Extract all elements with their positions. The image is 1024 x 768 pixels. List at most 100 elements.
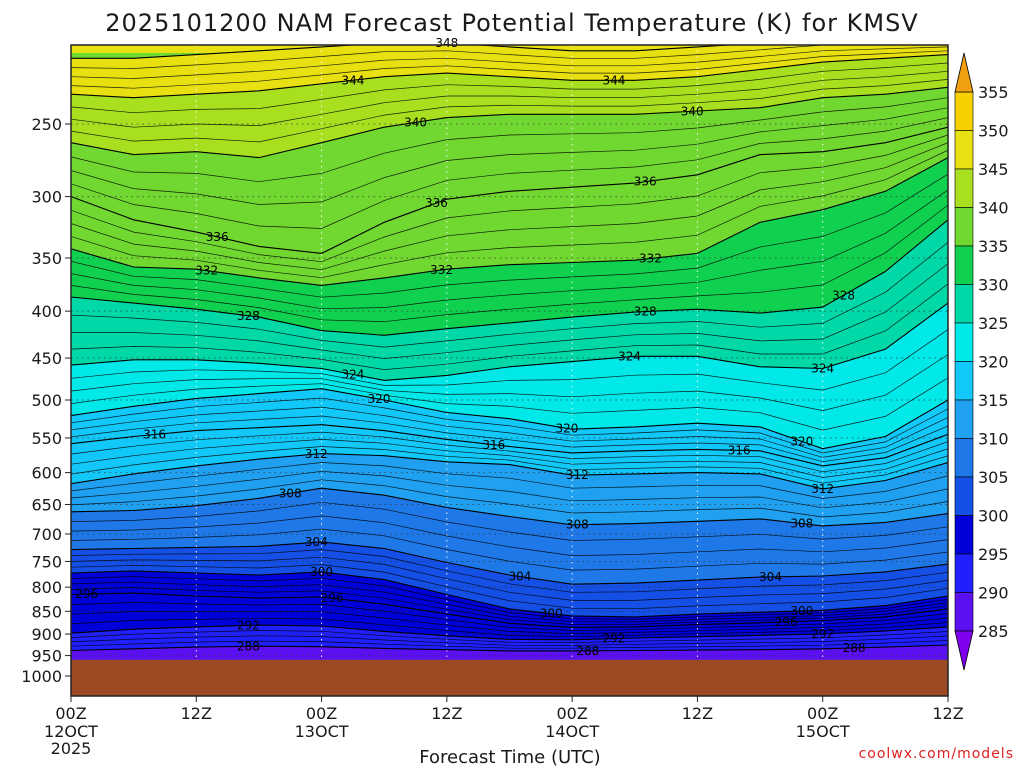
colorbar-label-310: 310: [978, 430, 1009, 449]
contour-line-341: [71, 79, 948, 143]
contour-line-301: [71, 564, 948, 610]
contour-line-322: [71, 354, 948, 411]
contour-line-308: [71, 487, 948, 527]
contour-label-292: 292: [811, 627, 834, 641]
colorbar-band-320: [954, 322, 974, 362]
contour-line-324: [71, 302, 948, 381]
y-tick-label-850: 850: [31, 602, 62, 621]
band-top: [71, 45, 948, 53]
contour-line-343: [71, 62, 948, 114]
contour-line-335: [71, 134, 948, 263]
contour-label-328: 328: [634, 305, 657, 319]
colorbar-band-335: [954, 207, 974, 247]
x-tick-label-36: 12Z: [431, 704, 462, 723]
contour-line-342: [71, 70, 948, 128]
contour-line-344: [71, 54, 948, 99]
colorbar-band-350: [954, 91, 974, 131]
x-tick-label-72: 00Z: [807, 704, 838, 723]
y-tick-label-600: 600: [31, 464, 62, 483]
x-tick-label-60: 12Z: [682, 704, 713, 723]
colorbar-band-325: [954, 284, 974, 324]
contour-line-330: [71, 189, 948, 310]
contour-line-345: [71, 50, 948, 89]
gridlines: [71, 45, 948, 696]
colorbar-label-340: 340: [978, 199, 1009, 218]
contour-line-327: [71, 242, 948, 348]
contour-label-296: 296: [75, 587, 98, 601]
contour-line-289: [71, 640, 948, 649]
contour-line-299: [71, 576, 948, 620]
y-axis: 250 300 350 400 450 500 550 600 650 700 750 800 850 9…: [21, 115, 71, 686]
contour-label-292: 292: [237, 618, 260, 632]
contour-label-312: 312: [566, 468, 589, 482]
contour-line-312: [71, 453, 948, 490]
contour-line-292: [71, 624, 948, 641]
contour-line-315: [71, 431, 948, 473]
contour-label-344: 344: [602, 73, 625, 87]
y-tick-label-750: 750: [31, 552, 62, 571]
contour-label-320: 320: [555, 421, 578, 435]
x-tick-label-12: 12Z: [181, 704, 212, 723]
contour-line-348: [71, 45, 737, 59]
y-tick-label-700: 700: [31, 525, 62, 544]
contour-label-316: 316: [728, 443, 751, 457]
colorbar-band-310: [954, 399, 974, 439]
colorbar-band-330: [954, 245, 974, 285]
contour-label-304: 304: [759, 570, 782, 584]
contour-line-307: [71, 501, 948, 541]
contour-label-308: 308: [279, 486, 302, 500]
contour-line-294: [71, 611, 948, 634]
colorbar-band-285: [954, 592, 974, 632]
contour-label-300: 300: [310, 565, 333, 579]
contour-line-303: [71, 549, 948, 593]
colorbar-top-arrow: [954, 52, 974, 93]
contour-line-290: [71, 635, 948, 646]
y-tick-label-500: 500: [31, 391, 62, 410]
contour-label-332: 332: [639, 252, 662, 266]
y-tick-label-1000: 1000: [21, 667, 62, 686]
x-date-label-24: 13OCT: [295, 722, 349, 741]
contour-label-308: 308: [566, 518, 589, 532]
y-tick-label-300: 300: [31, 188, 62, 207]
filled-contours: [71, 45, 948, 696]
contour-line-313: [71, 446, 948, 484]
colorbar-band-290: [954, 553, 974, 593]
contour-label-340: 340: [681, 104, 704, 118]
x-date-label-48: 14OCT: [545, 722, 599, 741]
contour-line-296: [71, 592, 948, 628]
contour-label-296: 296: [321, 591, 344, 605]
contour-label-336: 336: [425, 196, 448, 210]
colorbar-band-345: [954, 130, 974, 170]
contour-label-312: 312: [811, 482, 834, 496]
contour-line-288: [71, 644, 948, 652]
contour-label-296: 296: [775, 615, 798, 629]
colorbar-label-290: 290: [978, 584, 1009, 603]
x-date-label-0: 12OCT: [44, 722, 98, 741]
contour-label-332: 332: [430, 263, 453, 277]
colorbar-band-300: [954, 476, 974, 516]
colorbar-label-295: 295: [978, 545, 1009, 564]
x-date-label-72: 15OCT: [796, 722, 850, 741]
contour-label-304: 304: [508, 570, 531, 584]
contour-line-310: [71, 470, 948, 509]
y-tick-label-950: 950: [31, 647, 62, 666]
contour-label-348: 348: [435, 36, 458, 50]
x-tick-label-24: 00Z: [306, 704, 337, 723]
contour-label-324: 324: [341, 368, 364, 382]
contour-label-304: 304: [305, 535, 328, 549]
contour-line-291: [71, 630, 948, 643]
contour-line-318: [71, 406, 948, 458]
contour-label-288: 288: [843, 641, 866, 655]
contour-label-336: 336: [634, 175, 657, 189]
contour-label-320: 320: [790, 435, 813, 449]
x-year-label: 2025: [51, 739, 92, 758]
contour-label-288: 288: [237, 639, 260, 653]
contour-line-323: [71, 329, 948, 391]
contour-line-317: [71, 415, 948, 463]
contour-label-324: 324: [811, 362, 834, 376]
colorbar-label-325: 325: [978, 314, 1009, 333]
contour-line-316: [71, 424, 948, 467]
